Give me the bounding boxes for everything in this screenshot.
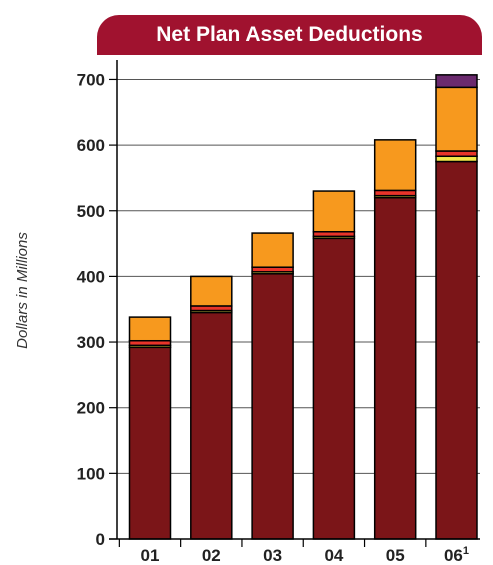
bar-segment — [128, 316, 172, 342]
x-tick-label: 03 — [263, 546, 282, 565]
bar-segment — [312, 190, 356, 233]
y-tick-label: 700 — [77, 70, 105, 89]
y-tick-label: 0 — [96, 530, 105, 549]
bar-segment — [435, 86, 478, 152]
bar-segment — [373, 189, 417, 197]
bar-segment — [251, 232, 294, 268]
bar-segment — [435, 155, 478, 163]
axes — [109, 60, 480, 547]
x-tick-label: 05 — [386, 546, 405, 565]
x-tick-label: 04 — [324, 546, 343, 565]
y-tick-label: 400 — [77, 267, 105, 286]
chart-title: Net Plan Asset Deductions — [97, 15, 482, 55]
bar-segment — [373, 139, 417, 192]
bar-segment — [435, 74, 478, 89]
bar-segment — [312, 237, 356, 540]
y-tick-label: 600 — [77, 136, 105, 155]
y-tick-label: 500 — [77, 202, 105, 221]
bar-segment — [435, 160, 478, 540]
bar-segment — [190, 311, 233, 540]
bars — [128, 74, 478, 540]
x-tick-superscript: 1 — [463, 545, 469, 557]
x-tick-label: 061 — [444, 545, 469, 565]
y-tick-label: 100 — [77, 464, 105, 483]
bar-segment — [251, 273, 294, 540]
grid — [117, 78, 480, 474]
bar-segment — [128, 346, 172, 540]
bar-segment — [435, 150, 478, 158]
y-tick-label: 300 — [77, 333, 105, 352]
y-tick-label: 200 — [77, 399, 105, 418]
tick-labels: 0 100 200 300 400 500 600 700 01 02 03 04 05 061 — [77, 70, 469, 565]
bar-segment — [373, 196, 417, 540]
x-tick-label: 02 — [202, 546, 221, 565]
x-tick-label: 01 — [141, 546, 160, 565]
bar-segment — [190, 275, 233, 307]
